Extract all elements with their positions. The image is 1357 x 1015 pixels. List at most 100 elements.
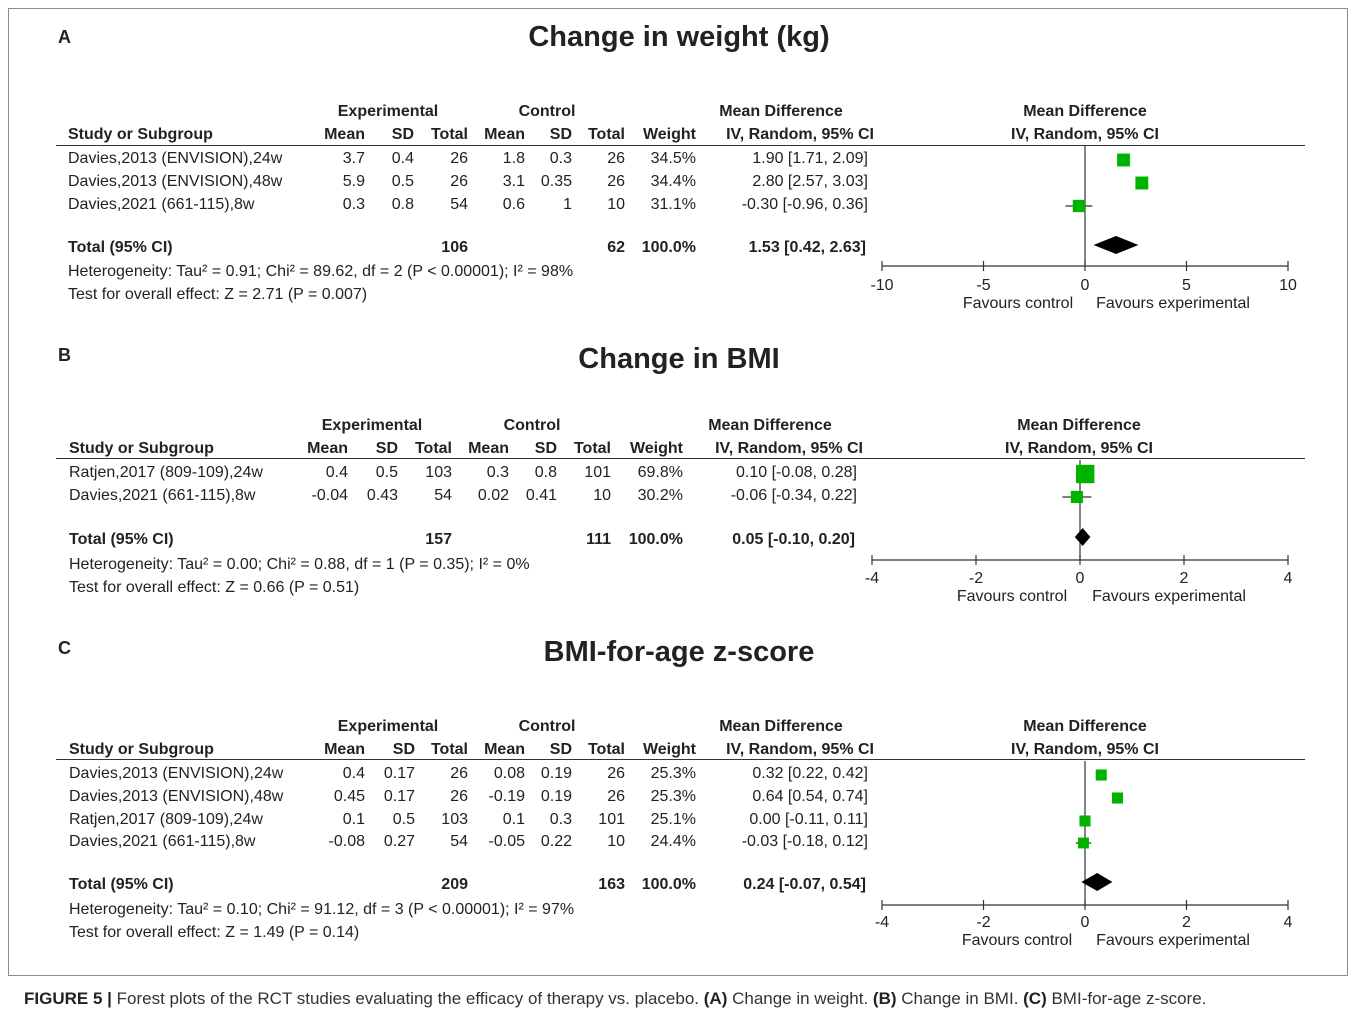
col-ctl-sd-header: SD <box>549 126 572 143</box>
table-header-rule <box>56 759 1305 760</box>
study-weight: 34.4% <box>650 173 696 190</box>
total-ctl: 163 <box>598 876 625 893</box>
ctl-sd: 0.8 <box>534 464 557 481</box>
panel-title: BMI-for-age z-score <box>543 636 815 668</box>
total-label: Total (95% CI) <box>69 531 174 548</box>
caption-c-text: BMI-for-age z-score. <box>1046 989 1207 1008</box>
col-ctl-total-header: Total <box>587 741 625 758</box>
col-ctl-total-header: Total <box>573 440 611 457</box>
exp-mean: -0.08 <box>328 833 365 850</box>
heterogeneity-text: Heterogeneity: Tau² = 0.00; Chi² = 0.88,… <box>69 556 530 573</box>
total-weight: 100.0% <box>641 876 696 893</box>
col-ctl-mean-header: Mean <box>468 440 509 457</box>
exp-sd: 0.8 <box>391 196 414 213</box>
study-weight: 30.2% <box>637 487 683 504</box>
favours-control-label: Favours control <box>961 932 1073 949</box>
study-name: Ratjen,2017 (809-109),24w <box>69 811 263 828</box>
plot-mean-difference-header: Mean Difference <box>1017 417 1141 434</box>
exp-mean: 3.7 <box>342 150 365 167</box>
study-name: Davies,2021 (661-115),8w <box>69 833 256 850</box>
col-study-header: Study or Subgroup <box>69 741 214 758</box>
panel-letter: C <box>58 638 71 658</box>
overall-effect-text: Test for overall effect: Z = 1.49 (P = 0… <box>69 924 360 941</box>
ctl-total: 101 <box>584 464 611 481</box>
table-header-rule <box>56 145 1305 146</box>
study-name: Davies,2013 (ENVISION),48w <box>68 173 283 190</box>
total-label: Total (95% CI) <box>69 876 174 893</box>
col-exp-mean-header: Mean <box>324 126 365 143</box>
ctl-sd: 0.19 <box>540 765 572 782</box>
ctl-total: 10 <box>607 833 625 850</box>
ctl-total: 101 <box>598 811 625 828</box>
study-ci: 0.32 [0.22, 0.42] <box>752 765 868 782</box>
caption-b-label: (B) <box>872 989 897 1008</box>
study-name: Davies,2013 (ENVISION),24w <box>68 150 283 167</box>
study-weight: 25.3% <box>650 765 696 782</box>
col-ctl-sd-header: SD <box>549 741 572 758</box>
exp-total: 26 <box>450 788 468 805</box>
heterogeneity-text: Heterogeneity: Tau² = 0.10; Chi² = 91.12… <box>69 901 575 918</box>
ctl-mean: 0.1 <box>502 811 525 828</box>
col-ctl-total-header: Total <box>587 126 625 143</box>
col-ctl-mean-header: Mean <box>484 126 525 143</box>
control-group-header: Control <box>518 103 576 120</box>
overall-effect-text: Test for overall effect: Z = 2.71 (P = 0… <box>68 286 368 303</box>
col-exp-total-header: Total <box>430 741 468 758</box>
study-name: Ratjen,2017 (809-109),24w <box>69 464 263 481</box>
total-ctl: 62 <box>607 239 625 256</box>
col-ci-header: IV, Random, 95% CI <box>726 126 874 143</box>
exp-mean: 0.4 <box>325 464 348 481</box>
ctl-mean: 0.08 <box>493 765 525 782</box>
figure-caption: FIGURE 5 | Forest plots of the RCT studi… <box>24 989 1206 1009</box>
ctl-mean: -0.05 <box>488 833 525 850</box>
col-exp-total-header: Total <box>430 126 468 143</box>
caption-b-text: Change in BMI. <box>896 989 1024 1008</box>
study-weight: 25.3% <box>650 788 696 805</box>
plot-ci-header: IV, Random, 95% CI <box>1005 440 1153 457</box>
col-weight-header: Weight <box>642 126 696 143</box>
total-weight: 100.0% <box>641 239 696 256</box>
ctl-mean: -0.19 <box>488 788 525 805</box>
exp-sd: 0.17 <box>383 788 415 805</box>
exp-mean: 0.1 <box>342 811 365 828</box>
col-ctl-mean-header: Mean <box>484 741 525 758</box>
exp-mean: 0.3 <box>342 196 365 213</box>
col-study-header: Study or Subgroup <box>69 440 214 457</box>
ctl-mean: 0.02 <box>477 487 509 504</box>
study-ci: 0.00 [-0.11, 0.11] <box>749 811 868 828</box>
favours-experimental-label: Favours experimental <box>1092 588 1246 605</box>
ctl-total: 26 <box>607 788 625 805</box>
caption-c-label: (C) <box>1023 989 1047 1008</box>
favours-experimental-label: Favours experimental <box>1096 932 1250 949</box>
panel-title: Change in weight (kg) <box>528 21 830 53</box>
study-ci: 1.90 [1.71, 2.09] <box>752 150 868 167</box>
exp-sd: 0.43 <box>366 487 398 504</box>
study-weight: 24.4% <box>650 833 696 850</box>
favours-experimental-label: Favours experimental <box>1096 295 1250 312</box>
study-weight: 69.8% <box>637 464 683 481</box>
study-name: Davies,2013 (ENVISION),48w <box>69 788 284 805</box>
plot-ci-header: IV, Random, 95% CI <box>1011 741 1159 758</box>
table-header-rule <box>56 458 1305 459</box>
col-ctl-sd-header: SD <box>534 440 557 457</box>
ctl-mean: 0.3 <box>486 464 509 481</box>
ctl-sd: 0.3 <box>549 811 572 828</box>
overall-effect-text: Test for overall effect: Z = 0.66 (P = 0… <box>69 579 360 596</box>
study-weight: 31.1% <box>650 196 696 213</box>
total-exp: 209 <box>441 876 468 893</box>
exp-sd: 0.27 <box>383 833 415 850</box>
col-ci-header: IV, Random, 95% CI <box>726 741 874 758</box>
total-ctl: 111 <box>586 531 611 548</box>
ctl-mean: 3.1 <box>502 173 525 190</box>
exp-total: 103 <box>441 811 468 828</box>
control-group-header: Control <box>518 718 576 735</box>
caption-a-text: Change in weight. <box>727 989 873 1008</box>
study-name: Davies,2013 (ENVISION),24w <box>69 765 284 782</box>
study-name: Davies,2021 (661-115),8w <box>68 196 255 213</box>
study-ci: -0.06 [-0.34, 0.22] <box>730 487 857 504</box>
study-name: Davies,2021 (661-115),8w <box>69 487 256 504</box>
heterogeneity-text: Heterogeneity: Tau² = 0.91; Chi² = 89.62… <box>68 263 574 280</box>
experimental-group-header: Experimental <box>337 718 439 735</box>
exp-sd: 0.5 <box>392 811 415 828</box>
experimental-group-header: Experimental <box>337 103 439 120</box>
